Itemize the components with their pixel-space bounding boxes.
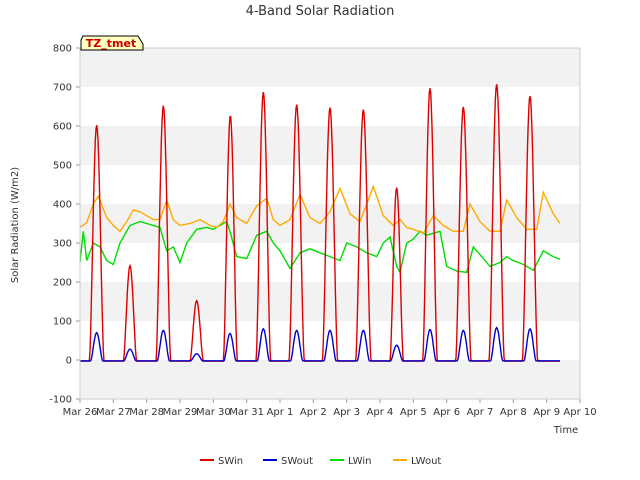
plot-frame [79,47,581,400]
legend-label-lwout: LWout [411,456,441,467]
y-axis-ticks: -100 0 100 200 300 400 500 600 700 800 [49,44,80,406]
x-tick-label: Mar 29 [163,407,198,418]
x-tick-label: Apr 1 [267,407,294,418]
x-tick-label: Apr 2 [300,407,327,418]
y-tick-label: 400 [53,200,72,211]
y-tick-label: 500 [53,161,72,172]
y-tick-label: 600 [53,122,72,133]
annotation-label: TZ_tmet [86,37,136,50]
chart-title: 4-Band Solar Radiation [246,4,395,19]
legend-label-lwin: LWin [348,456,371,467]
grid-band [80,321,580,360]
grid-band [80,48,580,87]
x-axis-title: Time [553,425,578,436]
x-tick-label: Apr 7 [467,407,494,418]
series-line-lwout [79,184,561,235]
y-tick-label: 700 [53,83,72,94]
plot-background-bands [80,48,580,399]
x-tick-label: Mar 26 [63,407,98,418]
y-tick-label: 800 [53,44,72,55]
grid-band [80,243,580,282]
x-tick-label: Apr 4 [367,407,394,418]
annotation-box: TZ_tmet [80,35,144,51]
grid-band [80,360,580,399]
y-tick-label: -100 [49,395,72,406]
legend-label-swout: SWout [281,456,313,467]
x-tick-label: Apr 9 [533,407,560,418]
x-tick-label: Mar 30 [196,407,231,418]
grid-band [80,126,580,165]
x-tick-label: Apr 8 [500,407,527,418]
annotation-shape [80,35,144,51]
x-tick-label: Mar 31 [229,407,264,418]
legend: SWin SWout LWin LWout [200,456,441,467]
y-axis-title: Solar Radiation (W/m2) [10,167,21,283]
y-tick-label: 200 [53,278,72,289]
y-tick-label: 100 [53,317,72,328]
series-layer [79,84,561,362]
x-tick-label: Apr 6 [433,407,460,418]
legend-label-swin: SWin [218,456,243,467]
grid-band [80,87,580,126]
x-tick-label: Apr 3 [333,407,360,418]
y-tick-label: 300 [53,239,72,250]
grid-band [80,165,580,204]
x-tick-label: Apr 5 [400,407,427,418]
x-tick-label: Apr 10 [563,407,596,418]
x-tick-label: Mar 28 [129,407,164,418]
grid-band [80,282,580,321]
y-tick-label: 0 [66,356,72,367]
series-line-swout [80,326,560,362]
series-line-lwin [79,220,561,275]
x-tick-label: Mar 27 [96,407,131,418]
